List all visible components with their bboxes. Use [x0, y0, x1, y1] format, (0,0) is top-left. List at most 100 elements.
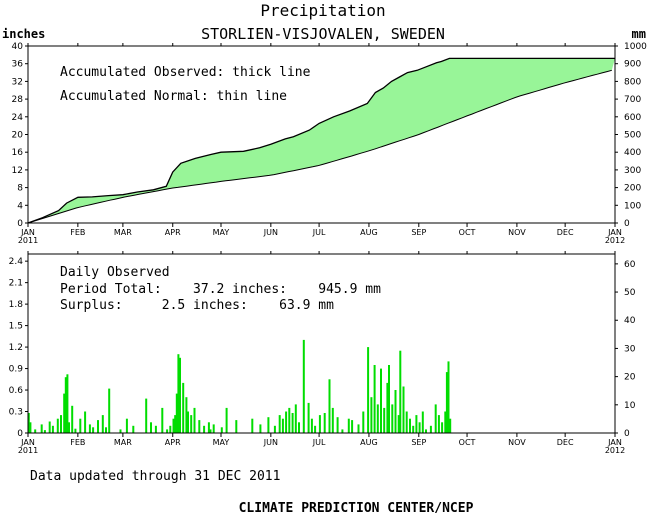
daily-bar	[409, 418, 411, 433]
daily-bar	[34, 429, 37, 433]
daily-bar	[294, 404, 297, 433]
daily-bar	[434, 404, 437, 433]
daily-bar	[198, 420, 201, 433]
top-xtick-label: FEB	[70, 228, 85, 237]
daily-bar	[394, 390, 397, 433]
accumulated-observed-line	[27, 57, 615, 224]
top-y2tick-label: 100	[624, 201, 641, 211]
daily-bar	[281, 418, 284, 433]
daily-bar	[412, 425, 415, 433]
daily-bar	[29, 422, 32, 433]
top-ytick-label: 8	[17, 184, 23, 194]
bottom-xtick-label: OCT	[459, 438, 476, 447]
daily-bar	[185, 397, 188, 433]
daily-bar	[341, 429, 344, 433]
daily-bar	[418, 422, 421, 433]
top-xtick-label: NOV	[508, 228, 526, 237]
daily-bar	[437, 415, 440, 433]
top-ytick-label: 20	[12, 131, 24, 141]
daily-bar	[391, 404, 394, 433]
daily-bar	[68, 422, 70, 433]
daily-bar	[172, 418, 175, 433]
daily-bar	[351, 420, 354, 433]
bottom-xtick-label: SEP	[411, 438, 426, 447]
observed-note: Accumulated Observed: thick line	[60, 65, 311, 80]
bottom-xtick-label: JAN	[20, 438, 35, 447]
top-y2tick-label: 1000	[624, 42, 647, 52]
daily-bar	[376, 404, 379, 433]
bottom-ytick-label: 1.2	[9, 343, 23, 353]
daily-bar	[357, 424, 360, 433]
daily-bar	[441, 422, 444, 433]
daily-bar	[399, 350, 402, 433]
daily-bar	[74, 428, 77, 433]
daily-bar	[235, 420, 238, 433]
daily-bar	[425, 429, 427, 433]
top-xtick-label: MAY	[213, 228, 230, 237]
daily-bar	[415, 415, 418, 433]
bottom-ytick-label: 1.8	[9, 300, 24, 310]
daily-bar	[190, 415, 193, 433]
daily-bar	[56, 418, 59, 433]
daily-bar	[251, 418, 254, 433]
daily-bar	[88, 424, 91, 433]
right-unit-label: mm	[632, 27, 646, 41]
top-xtick-label: OCT	[459, 228, 476, 237]
daily-bar	[307, 402, 310, 433]
normal-note: Accumulated Normal: thin line	[60, 89, 287, 104]
daily-bar	[331, 407, 334, 433]
daily-bar	[402, 386, 405, 433]
chart-subtitle: STORLIEN-VISJOVALEN, SWEDEN	[201, 25, 445, 43]
top-xtick-year: 2011	[18, 236, 38, 245]
daily-bar	[405, 411, 408, 433]
bottom-y2tick-label: 60	[624, 260, 636, 270]
top-xtick-label: SEP	[411, 228, 426, 237]
daily-bar	[48, 421, 51, 433]
top-ytick-label: 12	[12, 166, 23, 176]
top-y2tick-label: 900	[624, 60, 641, 70]
top-y2tick-label: 300	[624, 166, 641, 176]
daily-bar	[27, 413, 30, 433]
bottom-ytick-label: 0.3	[9, 408, 23, 418]
bottom-ytick-label: 1.5	[9, 322, 23, 332]
bottom-xtick-label: FEB	[70, 438, 85, 447]
daily-bar	[132, 425, 135, 433]
bottom-xtick-year: 2011	[18, 446, 38, 455]
daily-bar	[259, 424, 262, 433]
daily-bar	[328, 379, 331, 433]
bottom-xtick-label: JUL	[312, 438, 326, 447]
top-y2tick-label: 400	[624, 148, 641, 158]
daily-bar	[318, 415, 321, 433]
surplus-text: Surplus: 2.5 inches: 63.9 mm	[60, 298, 334, 313]
bottom-xtick-label: DEC	[557, 438, 574, 447]
bottom-y2tick-label: 0	[624, 429, 630, 439]
daily-bar	[373, 365, 376, 433]
top-xtick-year: 2012	[605, 236, 625, 245]
daily-bar	[207, 422, 210, 433]
bottom-plot-frame	[27, 253, 616, 434]
accumulated-normal-line	[27, 69, 612, 224]
bottom-xtick-label: AUG	[360, 438, 378, 447]
daily-bar	[380, 368, 382, 433]
daily-bar	[92, 427, 95, 433]
daily-bar	[336, 417, 339, 433]
top-ytick-label: 36	[12, 60, 24, 70]
daily-bar	[273, 425, 276, 433]
bottom-xtick-label: JAN	[607, 438, 622, 447]
bottom-xtick-label: APR	[165, 438, 181, 447]
daily-bar	[386, 382, 389, 433]
daily-bar	[203, 425, 206, 433]
bottom-y2tick-label: 50	[624, 288, 636, 298]
daily-bar	[449, 418, 452, 433]
daily-bar	[429, 425, 432, 433]
daily-bar	[161, 407, 164, 433]
daily-bar	[388, 365, 390, 433]
top-ytick-label: 4	[17, 201, 23, 211]
daily-bar	[177, 354, 180, 433]
top-y2tick-label: 700	[624, 95, 641, 105]
daily-bar	[179, 357, 181, 433]
daily-bar	[302, 339, 305, 433]
